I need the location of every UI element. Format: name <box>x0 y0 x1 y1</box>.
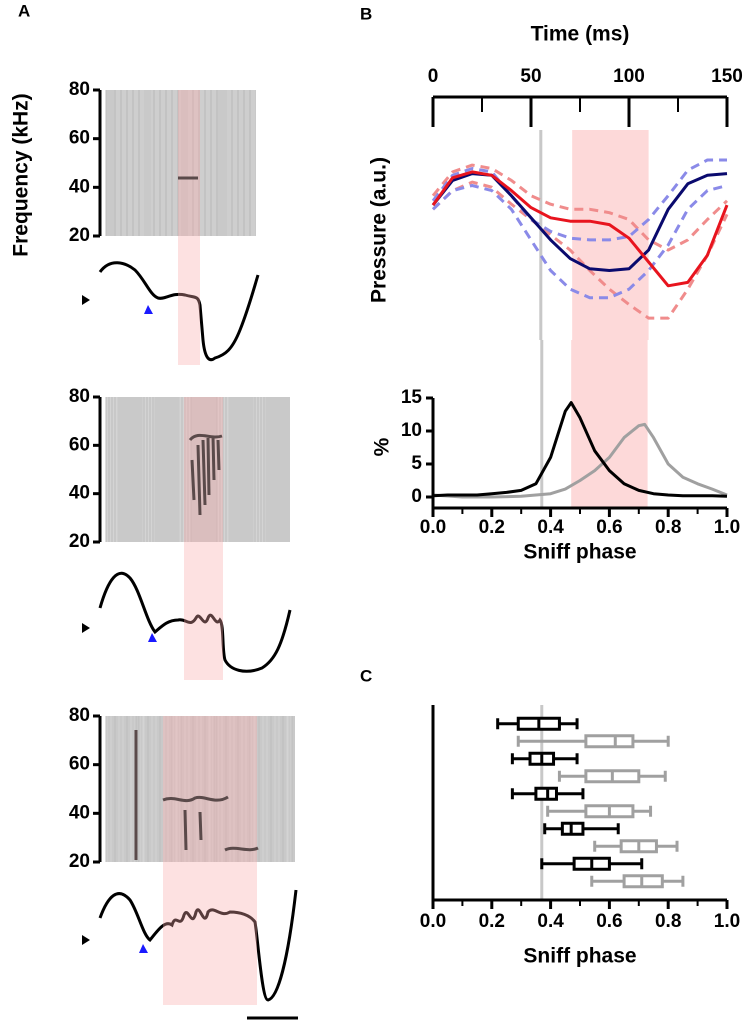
x-axis-label: Time (ms) <box>531 23 630 46</box>
x-tick-label: 0 <box>428 66 439 87</box>
y-tick-label: 20 <box>69 531 90 552</box>
line <box>432 401 728 498</box>
y-tick-label: 40 <box>69 483 90 504</box>
x-tick-label: 0.2 <box>479 911 505 932</box>
line <box>431 170 729 288</box>
sniff-traces <box>98 261 298 1002</box>
y-tick-label: 10 <box>401 420 422 441</box>
x-tick-label: 0.6 <box>596 517 622 538</box>
line <box>432 422 728 499</box>
x-tick-label: 0.8 <box>655 911 681 932</box>
vocalization <box>134 730 259 860</box>
y-tick-label: 80 <box>69 705 90 726</box>
vocalization <box>188 433 223 516</box>
x-tick-label: 150 <box>711 66 743 87</box>
line <box>431 184 728 300</box>
x-tick-label: 0.4 <box>537 517 564 538</box>
y-tick-label: 20 <box>69 851 90 872</box>
y-tick-label: 40 <box>69 802 90 823</box>
shade <box>163 716 257 1005</box>
x-tick-label: 1.0 <box>714 911 740 932</box>
x-tick-label: 0.0 <box>420 517 446 538</box>
y-tick-label: 20 <box>69 225 90 246</box>
y-tick-label: 60 <box>69 754 90 775</box>
y-tick-label: 15 <box>401 387 423 408</box>
markers <box>82 295 298 1020</box>
y-axis-label: % <box>371 437 394 456</box>
y-tick-label: 40 <box>69 176 90 197</box>
x-tick-label: 0.2 <box>479 517 505 538</box>
x-tick-label: 0.0 <box>420 911 446 932</box>
x-axis-label: Sniff phase <box>523 541 636 564</box>
panel-label: B <box>360 4 372 23</box>
y-tick-label: 0 <box>411 486 422 507</box>
x-tick-label: 0.8 <box>655 517 681 538</box>
line <box>431 158 727 242</box>
y-tick-label: 5 <box>411 453 422 474</box>
shade <box>178 90 200 365</box>
x-tick-label: 100 <box>613 66 645 87</box>
x-tick-label: 0.6 <box>596 911 622 932</box>
y-tick-label: 80 <box>69 79 90 100</box>
x-tick-label: 0.4 <box>537 911 564 932</box>
y-axis-label: Pressure (a.u.) <box>368 157 391 303</box>
panel-label: A <box>18 1 30 20</box>
shade <box>572 130 649 340</box>
panel-label: C <box>360 666 372 685</box>
y-axis-label: Frequency (kHz) <box>10 93 33 256</box>
x-tick-label: 50 <box>520 66 541 87</box>
y-tick-label: 60 <box>69 128 90 149</box>
x-axis-label: Sniff phase <box>523 945 636 968</box>
x-tick-label: 1.0 <box>714 517 740 538</box>
y-tick-label: 80 <box>69 386 90 407</box>
line <box>431 163 729 252</box>
y-tick-label: 60 <box>69 434 90 455</box>
line <box>431 180 729 320</box>
box <box>584 734 635 749</box>
